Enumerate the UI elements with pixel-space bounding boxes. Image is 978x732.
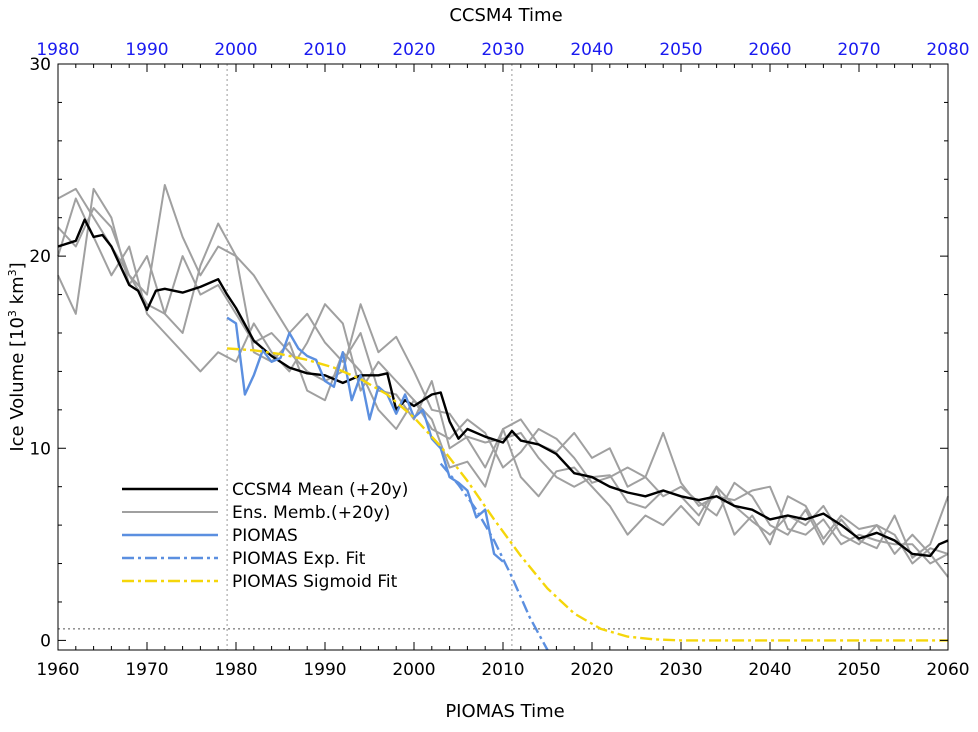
left-axis: 0 10 20 30 [29, 55, 66, 651]
x-tick-label: 2010 [481, 660, 524, 680]
series-line-members [57, 207, 949, 565]
x2-tick-label: 1980 [36, 40, 79, 60]
series-line-members [57, 197, 949, 559]
legend-label: PIOMAS Sigmoid Fit [232, 572, 398, 592]
right-axis [940, 63, 948, 641]
legend: CCSM4 Mean (+20y) Ens. Memb.(+20y) PIOMAS P… [122, 480, 408, 592]
y-tick-label: 30 [29, 55, 51, 75]
legend-label: PIOMAS [232, 526, 298, 546]
x2-tick-label: 2080 [926, 40, 969, 60]
x-tick-label: 2060 [926, 660, 969, 680]
x-tick-label: 1970 [125, 660, 168, 680]
legend-label: PIOMAS Exp. Fit [232, 549, 366, 569]
bottom-axis: 1960 1970 1980 1990 2000 2010 2020 2030 2040 2050… [36, 64, 970, 680]
top-axis: 1980 1990 2000 2010 2020 2030 2040 2050 2060 2070… [36, 40, 969, 60]
y-tick-label: 10 [29, 439, 51, 459]
x-tick-label: 2000 [392, 660, 435, 680]
x2-tick-label: 2030 [481, 40, 524, 60]
y-axis-title-sup1: 3 [6, 310, 19, 317]
series-line-exp-fit [439, 462, 549, 651]
top-axis-title: CCSM4 Time [449, 5, 562, 26]
y-tick-label: 0 [40, 631, 51, 651]
x2-tick-label: 2040 [570, 40, 613, 60]
x2-tick-label: 2000 [214, 40, 257, 60]
y-axis-title-mid: km [7, 276, 28, 310]
series-line-sigmoid-fit [227, 347, 948, 642]
y-axis-title-main: Ice Volume [10 [7, 317, 28, 452]
y-axis-title-end: ] [7, 262, 28, 269]
ref-lines-layer [58, 64, 948, 650]
y-tick-label: 20 [29, 247, 51, 267]
y-axis-title-sup2: 3 [6, 269, 19, 276]
x2-tick-label: 2020 [392, 40, 435, 60]
x-tick-label: 1980 [214, 660, 257, 680]
x2-tick-label: 2070 [837, 40, 880, 60]
series-line-mean [57, 218, 949, 558]
series-line-members [57, 184, 949, 565]
y-axis-title: Ice Volume [103 km3] [6, 262, 28, 451]
x-tick-label: 2030 [659, 660, 702, 680]
legend-label: CCSM4 Mean (+20y) [232, 480, 408, 500]
x-tick-label: 1990 [303, 660, 346, 680]
x2-tick-label: 2060 [748, 40, 791, 60]
series-line-members [57, 187, 949, 578]
x-tick-label: 1960 [36, 660, 79, 680]
x-tick-label: 2040 [748, 660, 791, 680]
plot-frame [57, 63, 949, 651]
x2-tick-label: 1990 [125, 40, 168, 60]
series-layer [57, 184, 949, 651]
x-axis-title: PIOMAS Time [445, 701, 564, 722]
x2-tick-label: 2050 [659, 40, 702, 60]
x2-tick-label: 2010 [303, 40, 346, 60]
x-tick-label: 2050 [837, 660, 880, 680]
x-tick-label: 2020 [570, 660, 613, 680]
legend-label: Ens. Memb.(+20y) [232, 503, 390, 523]
